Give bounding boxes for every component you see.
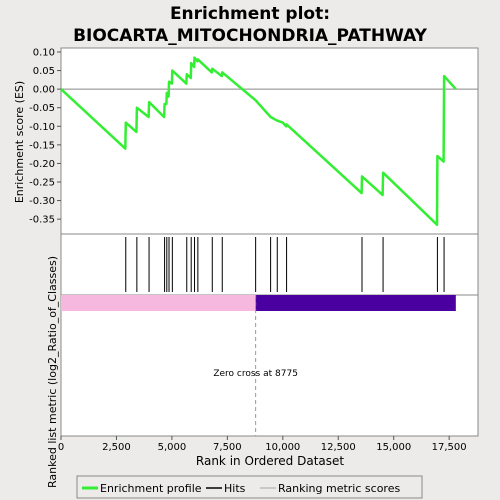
hits-panel bbox=[60, 233, 479, 296]
positive-metric-bar bbox=[61, 295, 256, 311]
x-tick-label: 17,500 bbox=[432, 442, 467, 453]
y-tick-label: -0.30 bbox=[29, 196, 55, 207]
ranking-bars bbox=[61, 295, 456, 311]
y-tick-label: -0.25 bbox=[29, 178, 55, 189]
y-tick-label: -0.20 bbox=[29, 159, 55, 170]
y-tick-label: -0.15 bbox=[29, 140, 55, 151]
ranking-panel bbox=[60, 294, 479, 437]
negative-metric-bar bbox=[255, 295, 456, 311]
x-axis-ticks: 0 2,500 5,000 7,500 10,000 12,500 15,000 17,500 bbox=[58, 436, 467, 453]
y-tick-label: 0.05 bbox=[33, 66, 55, 77]
zero-cross-label: Zero cross at 8775 bbox=[213, 369, 298, 379]
x-tick-label: 5,000 bbox=[158, 442, 187, 453]
enrichment-profile-line bbox=[60, 56, 457, 226]
x-tick-label: 15,000 bbox=[376, 442, 411, 453]
y-tick-label: -0.35 bbox=[29, 215, 55, 226]
legend: Enrichment profile Hits Ranking metric s… bbox=[76, 475, 423, 499]
x-tick-label: 7,500 bbox=[213, 442, 242, 453]
y-axis-label-es: Enrichment score (ES) bbox=[13, 81, 26, 203]
y-axis-label-ranking: Ranked list metric (log2_Ratio_of_Classe… bbox=[46, 256, 59, 488]
y-tick-label: 0.10 bbox=[33, 48, 55, 59]
y-axis-ticks: 0.10 0.05 0.00 -0.05 -0.10 -0.15 -0.20 -0.25 -0.… bbox=[29, 48, 61, 226]
y-tick-label: -0.10 bbox=[29, 122, 55, 133]
es-panel bbox=[60, 47, 479, 235]
y-tick-label: 0.00 bbox=[33, 85, 55, 96]
hit-lines bbox=[125, 237, 445, 292]
x-tick-label: 10,000 bbox=[265, 442, 300, 453]
y-tick-label: -0.05 bbox=[29, 103, 55, 114]
chart-title-line1: Enrichment plot: bbox=[170, 4, 330, 24]
x-tick-label: 12,500 bbox=[321, 442, 356, 453]
x-tick-label: 2,500 bbox=[102, 442, 131, 453]
x-tick-label: 0 bbox=[58, 442, 64, 453]
legend-ranking-label: Ranking metric scores bbox=[278, 482, 400, 495]
legend-hits-label: Hits bbox=[224, 482, 246, 495]
legend-profile-label: Enrichment profile bbox=[100, 482, 202, 495]
legend-box bbox=[76, 475, 423, 499]
chart-title-line2: BIOCARTA_MITOCHONDRIA_PATHWAY bbox=[73, 26, 428, 46]
x-axis-label: Rank in Ordered Dataset bbox=[196, 454, 344, 468]
